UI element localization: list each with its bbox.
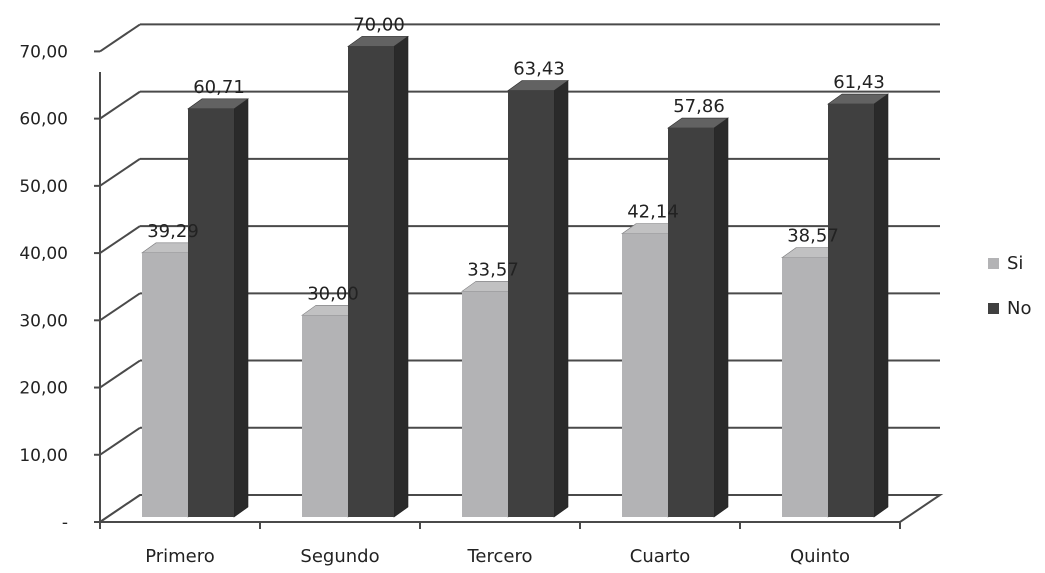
side-gridline (99, 292, 141, 322)
data-label: 38,57 (787, 226, 839, 247)
side-gridline (99, 90, 141, 120)
y-tick-label: 70,00 (19, 42, 68, 62)
side-gridline (99, 426, 141, 456)
legend-label: No (1007, 298, 1031, 319)
bar-no-primero (187, 98, 249, 518)
data-label: 57,86 (673, 96, 725, 117)
bar-front (462, 291, 508, 517)
bars (141, 35, 889, 518)
x-tick-label: Quinto (790, 546, 850, 567)
data-label: 70,00 (353, 14, 405, 35)
x-tick-label: Tercero (466, 546, 532, 567)
y-tick-label: - (62, 513, 68, 533)
legend-swatch (988, 303, 999, 314)
bar-no-quinto (827, 93, 889, 518)
bar-front (348, 46, 394, 518)
bar-front (828, 104, 874, 517)
x-tick-label: Primero (145, 546, 215, 567)
bar-front (302, 315, 348, 517)
side-gridline (99, 23, 141, 53)
bar-no-tercero (507, 79, 569, 518)
data-label: 63,43 (513, 59, 565, 80)
bar-front (508, 90, 554, 518)
side-gridline (99, 158, 141, 187)
y-tick-label: 10,00 (19, 446, 68, 466)
bar-no-cuarto (667, 117, 729, 518)
x-axis: Primero Segundo Tercero Cuarto Quinto (99, 522, 901, 567)
data-labels: 39,29 60,71 30,00 70,00 33,57 63,43 42,14 57,86… (147, 14, 885, 304)
data-label: 60,71 (193, 77, 245, 98)
bar-front (782, 257, 828, 517)
bar-side (393, 35, 409, 518)
bar-no-segundo (347, 35, 409, 518)
side-gridline (99, 359, 141, 389)
bar-front (142, 252, 188, 517)
bar-side (233, 98, 249, 518)
bar-front (668, 128, 714, 517)
y-tick-label: 50,00 (19, 177, 68, 197)
legend-swatch (988, 258, 999, 269)
bar-side (873, 93, 889, 518)
data-label: 39,29 (147, 221, 199, 242)
x-tick-label: Cuarto (630, 546, 690, 567)
x-tick-label: Segundo (300, 546, 379, 567)
bar-front (622, 233, 668, 518)
bar-side (553, 79, 569, 518)
y-tick-label: 30,00 (19, 311, 68, 331)
bar-side (713, 117, 729, 518)
data-label: 61,43 (833, 72, 885, 93)
data-label: 33,57 (467, 259, 519, 280)
data-label: 30,00 (307, 283, 359, 304)
legend-label: Si (1007, 253, 1023, 274)
y-axis: - 10,00 20,00 30,00 40,00 50,00 60,00 70,00 (19, 42, 100, 533)
y-tick-label: 20,00 (19, 379, 68, 399)
side-gridline (99, 225, 141, 254)
bar-front (188, 108, 234, 517)
y-tick-label: 40,00 (19, 244, 68, 264)
legend: Si No (988, 253, 1031, 319)
y-tick-label: 60,00 (19, 110, 68, 130)
data-label: 42,14 (627, 202, 679, 223)
